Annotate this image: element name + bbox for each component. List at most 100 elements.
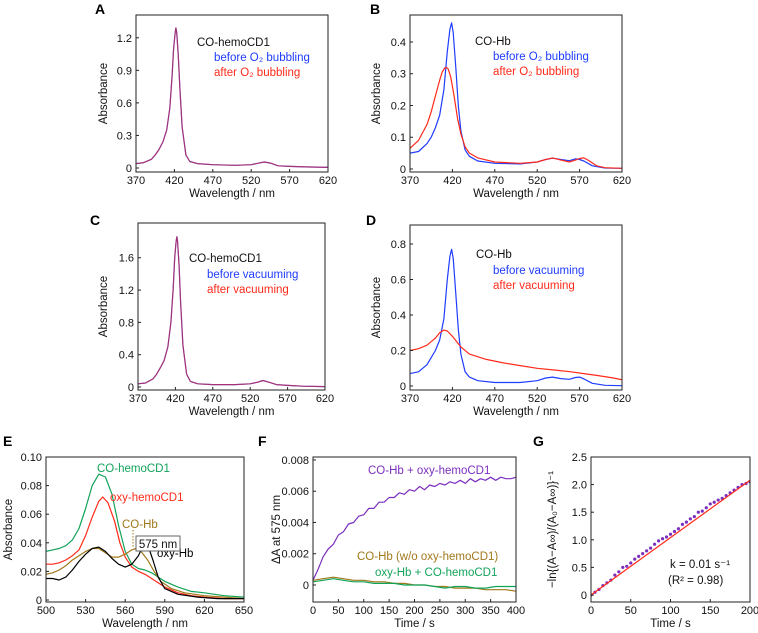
legend-title: CO-hemoCD1 — [197, 37, 270, 49]
data-point — [629, 561, 633, 565]
label-co-hb-oxy-hemocd1: CO-Hb + oxy-hemoCD1 — [368, 465, 490, 477]
data-point — [645, 549, 649, 553]
x-tick-label: 570 — [570, 175, 588, 187]
y-axis-label: −ln{(A−A∞)/(A₀−A∞)}⁻¹ — [547, 471, 559, 588]
x-tick-label: 420 — [443, 393, 461, 405]
y-axis-label: Absorbance — [98, 276, 110, 337]
panel-g: G — [533, 433, 751, 603]
y-tick-label: 0 — [400, 164, 406, 176]
panel-label: B — [370, 1, 380, 17]
x-tick-label: 420 — [443, 175, 461, 187]
y-tick-label: 0.6 — [117, 98, 132, 110]
x-tick-label: 100 — [661, 605, 679, 617]
x-tick-label: 470 — [204, 393, 222, 405]
y-tick-label: 1.6 — [119, 253, 134, 265]
x-axis-label: Wavelength / nm — [102, 618, 188, 630]
panel-c: C — [90, 212, 326, 391]
y-tick-label: 0.02 — [21, 566, 42, 578]
data-point — [656, 539, 661, 543]
x-tick-label: 370 — [129, 393, 147, 405]
x-tick-label: 420 — [165, 175, 183, 187]
x-tick-label: 500 — [37, 605, 55, 617]
y-tick-label: 0.002 — [281, 549, 309, 561]
y-tick-label: 0.2 — [391, 100, 406, 112]
data-point — [708, 502, 712, 506]
panel-e: E — [3, 433, 245, 603]
label-co-hemocd1: CO-hemoCD1 — [97, 463, 170, 475]
x-tick-label: 0 — [310, 605, 316, 617]
data-point — [692, 515, 696, 519]
annotation-rate-constant: k = 0.01 s⁻¹ — [670, 559, 730, 571]
legend-entry: before O₂ bubbling — [214, 52, 310, 64]
data-point — [684, 520, 689, 524]
series-line-2 — [313, 578, 516, 589]
y-tick-label: 1.0 — [572, 535, 587, 547]
y-tick-label: 0.3 — [117, 130, 132, 142]
y-axis-label: Absorbance — [3, 499, 15, 560]
x-tick-label: 520 — [241, 393, 259, 405]
legend-entry: after vacuuming — [493, 280, 575, 292]
legend-entry: after vacuuming — [207, 284, 289, 296]
panel-label: D — [366, 212, 376, 228]
series-line-0 — [410, 22, 622, 169]
y-tick-label: 0.8 — [391, 239, 406, 251]
x-tick-label: 470 — [204, 175, 222, 187]
series-line-1 — [136, 27, 328, 168]
y-tick-label: 0 — [128, 382, 134, 394]
panel-d: D — [366, 212, 623, 391]
data-point — [688, 517, 692, 521]
data-point — [676, 527, 681, 531]
panel-label: A — [95, 1, 105, 17]
y-tick-label: 0.10 — [21, 452, 42, 464]
data-point — [664, 535, 669, 539]
legend-entry: after O₂ bubbling — [214, 67, 300, 79]
y-tick-label: 0 — [303, 580, 309, 592]
legend-title: CO-Hb — [475, 36, 511, 48]
y-tick-label: 0.006 — [281, 486, 309, 498]
x-tick-label: 50 — [625, 605, 637, 617]
legend-entry: before O₂ bubbling — [493, 51, 589, 63]
x-tick-label: 370 — [127, 175, 145, 187]
data-point — [621, 565, 625, 569]
series-line-1 — [46, 496, 244, 600]
y-tick-label: 0.5 — [572, 562, 587, 574]
y-tick-label: 2.0 — [572, 480, 587, 492]
x-tick-label: 370 — [401, 393, 419, 405]
label-co-hb-wo: CO-Hb (w/o oxy-hemoCD1) — [357, 551, 498, 563]
label-oxy-hemocd1: oxy-hemoCD1 — [110, 492, 184, 504]
x-tick-label: 0 — [588, 605, 594, 617]
y-axis-label: Absorbance — [98, 63, 110, 124]
series-line-1 — [410, 329, 622, 381]
x-tick-label: 250 — [431, 605, 449, 617]
x-tick-label: 520 — [528, 175, 546, 187]
x-axis-label: Time / s — [650, 618, 691, 630]
data-point — [649, 546, 653, 550]
legend-title: CO-Hb — [476, 249, 512, 261]
plot-frame — [409, 14, 623, 173]
y-tick-label: 1.5 — [572, 507, 587, 519]
y-tick-label: 0.008 — [281, 455, 309, 467]
plot-frame — [135, 14, 329, 173]
x-tick-label: 150 — [380, 605, 398, 617]
y-tick-label: 0.4 — [119, 350, 134, 362]
y-tick-label: 0.2 — [391, 346, 406, 358]
x-tick-label: 470 — [486, 175, 504, 187]
x-tick-label: 620 — [613, 175, 631, 187]
panel-b: B — [370, 1, 623, 173]
x-tick-label: 570 — [570, 393, 588, 405]
annotation-575nm: 575 nm — [139, 539, 177, 551]
y-axis-label: Absorbance — [371, 277, 383, 338]
y-tick-label: 0 — [400, 381, 406, 393]
y-tick-label: 0.004 — [281, 517, 309, 529]
data-point — [704, 506, 708, 510]
y-tick-label: 0.08 — [21, 481, 42, 493]
data-point — [633, 557, 637, 561]
x-tick-label: 400 — [507, 605, 525, 617]
y-tick-label: 0.6 — [391, 274, 406, 286]
x-axis-label: Wavelength / nm — [189, 188, 275, 200]
x-axis-label: Time / s — [394, 618, 435, 630]
y-tick-label: 1.2 — [117, 33, 132, 45]
legend-entry: before vacuuming — [207, 269, 298, 281]
label-co-hb: CO-Hb — [122, 519, 158, 531]
data-point — [625, 564, 629, 568]
